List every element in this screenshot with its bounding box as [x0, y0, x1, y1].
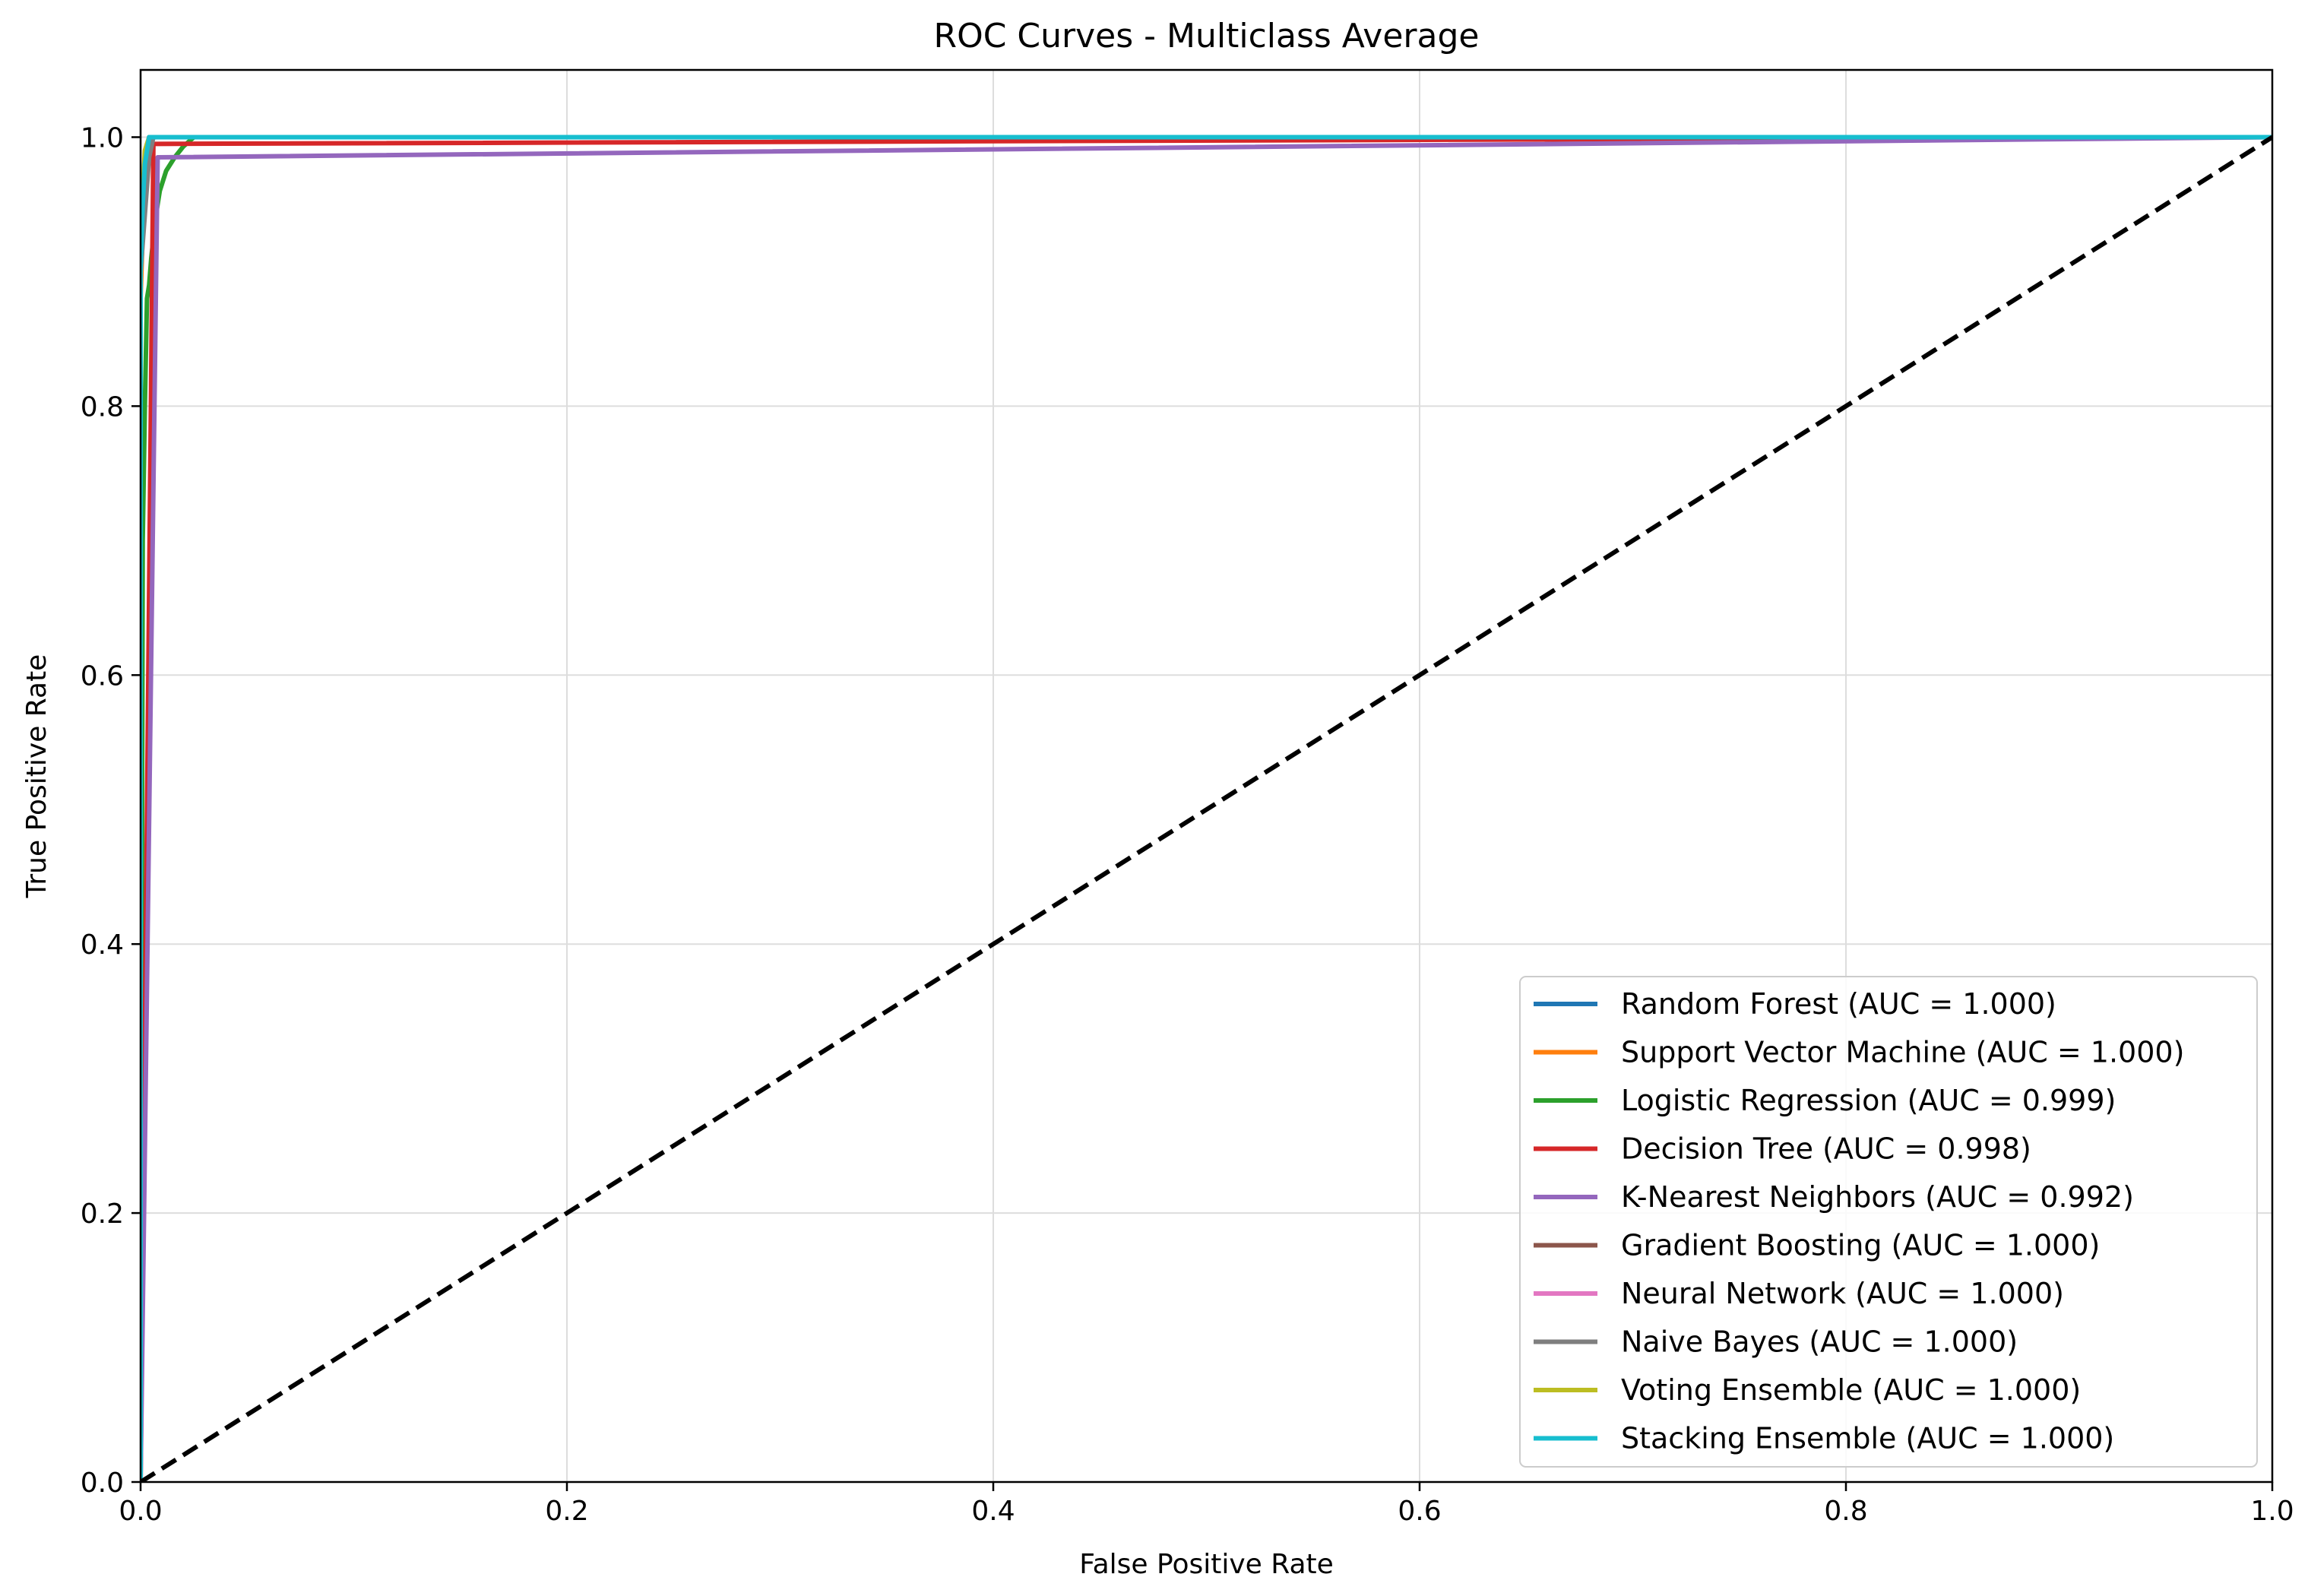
legend-label-6: Gradient Boosting (AUC = 1.000)	[1621, 1229, 2100, 1262]
axis-ticks: 0.0 0.2 0.4 0.6 0.8 1.0 0.0 0.2 0.4 0.6 0.8 1.0	[81, 122, 2294, 1527]
series-line-5	[141, 135, 2272, 1482]
legend-label-7: Neural Network (AUC = 1.000)	[1621, 1277, 2064, 1310]
legend-label-4: Decision Tree (AUC = 0.998)	[1621, 1132, 2031, 1166]
x-tick-label: 0.0	[119, 1496, 162, 1527]
legend-label-1: Random Forest (AUC = 1.000)	[1621, 987, 2056, 1021]
x-tick-label: 0.4	[971, 1496, 1015, 1527]
y-tick-label: 0.6	[81, 660, 124, 692]
chart-title: ROC Curves - Multiclass Average	[934, 17, 1480, 55]
y-tick-label: 0.2	[81, 1199, 124, 1230]
series-lines	[141, 135, 2272, 1482]
x-tick-label: 1.0	[2250, 1496, 2294, 1527]
y-tick-label: 0.0	[81, 1468, 124, 1499]
y-tick-label: 1.0	[81, 122, 124, 154]
reference-diagonal	[141, 135, 2272, 1482]
legend-box	[1519, 976, 2258, 1468]
x-tick-label: 0.6	[1398, 1496, 1441, 1527]
y-tick-label: 0.8	[81, 391, 124, 423]
legend-label-10: Stacking Ensemble (AUC = 1.000)	[1621, 1422, 2114, 1455]
legend-label-9: Voting Ensemble (AUC = 1.000)	[1621, 1373, 2081, 1407]
x-tick-label: 0.2	[545, 1496, 588, 1527]
plot-border	[139, 68, 2274, 1484]
legend-label-2: Support Vector Machine (AUC = 1.000)	[1621, 1036, 2184, 1069]
y-tick-label: 0.4	[81, 929, 124, 961]
x-axis-label: False Positive Rate	[1079, 1549, 1334, 1580]
legend-label-3: Logistic Regression (AUC = 0.999)	[1621, 1084, 2116, 1117]
series-group	[141, 135, 2272, 1482]
legend-label-5: K-Nearest Neighbors (AUC = 0.992)	[1621, 1180, 2134, 1214]
plot-frame	[139, 68, 2274, 1484]
series-line-10	[141, 135, 2272, 1482]
legend: Random Forest (AUC = 1.000) Support Vecto…	[1519, 976, 2258, 1468]
x-tick-label: 0.8	[1824, 1496, 1867, 1527]
y-axis-label: True Positive Rate	[21, 654, 52, 899]
legend-label-8: Naive Bayes (AUC = 1.000)	[1621, 1325, 2018, 1359]
grid	[140, 70, 2273, 1483]
